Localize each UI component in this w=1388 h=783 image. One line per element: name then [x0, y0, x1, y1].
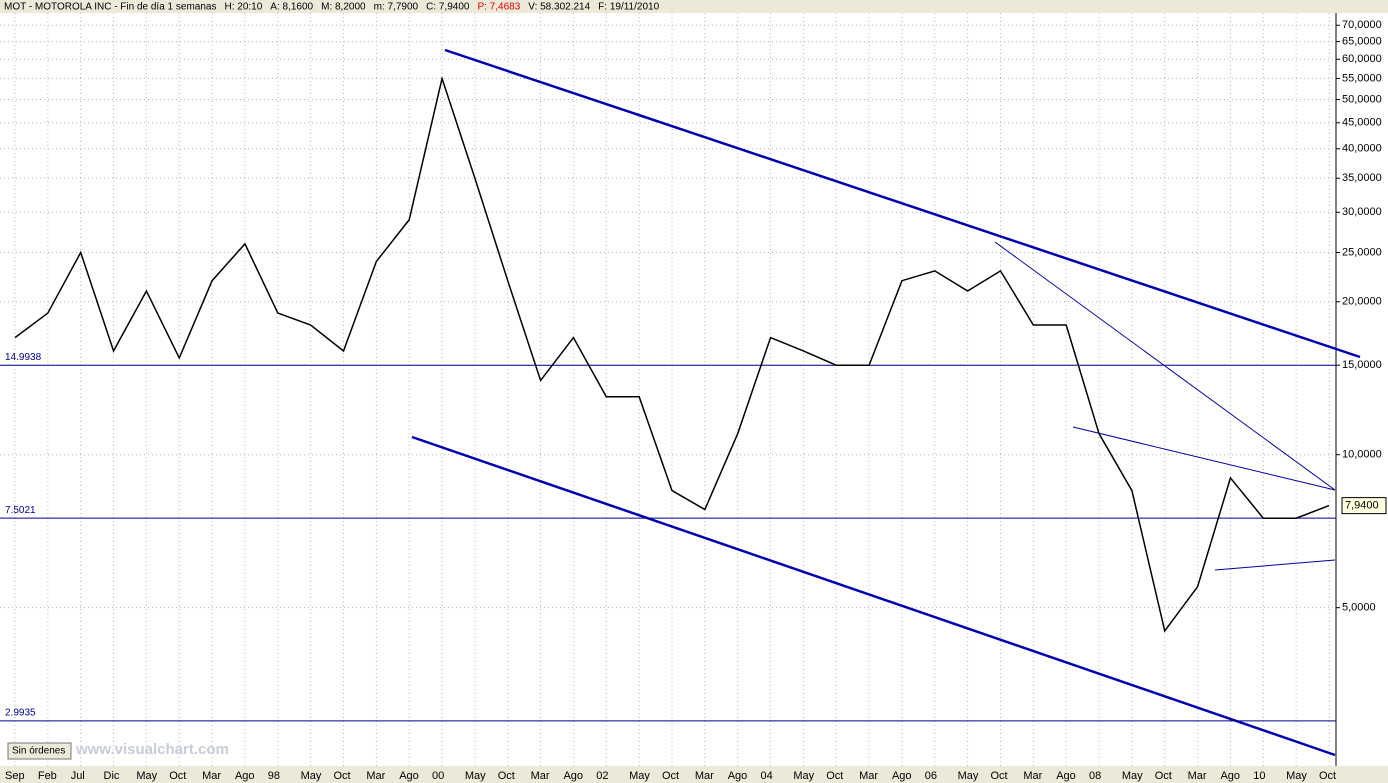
last-price-box: [1341, 497, 1387, 515]
x-axis-bar: [0, 766, 1388, 783]
y-tick-label: 50,0000: [1342, 93, 1382, 105]
trend-line: [994, 241, 1336, 491]
x-tick-label: 04: [761, 770, 773, 782]
watermark: www.visualchart.com: [75, 741, 229, 758]
y-tick-label: 25,0000: [1342, 246, 1382, 258]
x-tick-label: Ago: [1056, 770, 1076, 782]
y-tick-label: 70,0000: [1342, 19, 1382, 31]
y-tick-label: 55,0000: [1342, 72, 1382, 84]
x-tick-label: 06: [925, 770, 937, 782]
y-tick-label: 40,0000: [1342, 143, 1382, 155]
y-tick-label: 65,0000: [1342, 36, 1382, 48]
x-tick-label: Mar: [202, 770, 221, 782]
header-item: A: 8,1600: [270, 2, 313, 13]
y-tick-label: 45,0000: [1342, 117, 1382, 129]
x-tick-label: 00: [432, 770, 444, 782]
header-item: M: 8,2000: [321, 2, 366, 13]
x-tick-label: Oct: [169, 770, 186, 782]
y-tick-label: 15,0000: [1342, 359, 1382, 371]
x-tick-label: Ago: [235, 770, 255, 782]
trend-line: [1214, 559, 1336, 571]
x-tick-label: Sep: [5, 770, 25, 782]
header-item: F: 19/11/2010: [598, 2, 659, 13]
header-item: C: 7,9400: [426, 2, 470, 13]
x-tick-label: Ago: [399, 770, 419, 782]
x-tick-label: Mar: [531, 770, 550, 782]
status-box[interactable]: [7, 742, 72, 760]
level-label: 7.5021: [5, 505, 36, 516]
header-item: MOT - MOTOROLA INC - Fin de día 1 semana…: [4, 2, 216, 13]
x-tick-label: Ago: [563, 770, 583, 782]
x-tick-label: Jul: [71, 770, 85, 782]
y-tick-label: 5,0000: [1342, 602, 1376, 614]
x-tick-label: 08: [1089, 770, 1101, 782]
y-tick-label: 35,0000: [1342, 172, 1382, 184]
header-item: H: 20:10: [224, 2, 262, 13]
x-tick-label: Ago: [728, 770, 748, 782]
x-tick-label: May: [301, 770, 322, 782]
header-item: V: 58.302.214: [528, 2, 590, 13]
level-label: 14.9938: [5, 352, 42, 363]
y-tick-label: 10,0000: [1342, 449, 1382, 461]
x-tick-label: Mar: [695, 770, 714, 782]
x-tick-label: Oct: [1155, 770, 1172, 782]
price-line: [14, 75, 1330, 633]
x-tick-label: Oct: [662, 770, 679, 782]
x-tick-label: Oct: [334, 770, 351, 782]
y-axis-panel: [1336, 13, 1388, 766]
header-bar: [0, 0, 1388, 13]
x-tick-label: Mar: [366, 770, 385, 782]
x-tick-label: Ago: [1220, 770, 1240, 782]
y-tick-label: 30,0000: [1342, 206, 1382, 218]
x-tick-label: Mar: [859, 770, 878, 782]
x-tick-label: May: [465, 770, 486, 782]
status[interactable]: Sin órdenes: [12, 746, 65, 757]
trend-line: [1072, 426, 1336, 491]
x-tick-label: May: [136, 770, 157, 782]
last-price-label: 7,9400: [1345, 500, 1379, 512]
level-label: 2.9935: [5, 708, 36, 719]
x-tick-label: Oct: [991, 770, 1008, 782]
x-tick-label: May: [629, 770, 650, 782]
x-tick-label: Oct: [1319, 770, 1336, 782]
header-item: P: 7,4683: [477, 2, 520, 13]
x-tick-label: May: [793, 770, 814, 782]
y-tick-label: 60,0000: [1342, 53, 1382, 65]
x-tick-label: Ago: [892, 770, 912, 782]
x-tick-label: Mar: [1188, 770, 1207, 782]
y-tick-label: 20,0000: [1342, 296, 1382, 308]
x-tick-label: Oct: [498, 770, 515, 782]
x-tick-label: May: [1122, 770, 1143, 782]
x-tick-label: May: [958, 770, 979, 782]
trend-lines: [411, 48, 1361, 757]
plot: 14.9938 7.5021 2.9935: [0, 75, 1336, 722]
trend-line: [444, 48, 1361, 359]
x-tick-label: May: [1286, 770, 1307, 782]
x-tick-label: 02: [596, 770, 608, 782]
header-item: m: 7,7900: [374, 2, 419, 13]
x-tick-label: 98: [268, 770, 280, 782]
x-tick-label: Oct: [826, 770, 843, 782]
x-tick-label: 10: [1253, 770, 1265, 782]
x-tick-label: Dic: [104, 770, 120, 782]
x-tick-label: Mar: [1023, 770, 1042, 782]
x-tick-label: Feb: [38, 770, 57, 782]
trend-line: [411, 435, 1336, 757]
